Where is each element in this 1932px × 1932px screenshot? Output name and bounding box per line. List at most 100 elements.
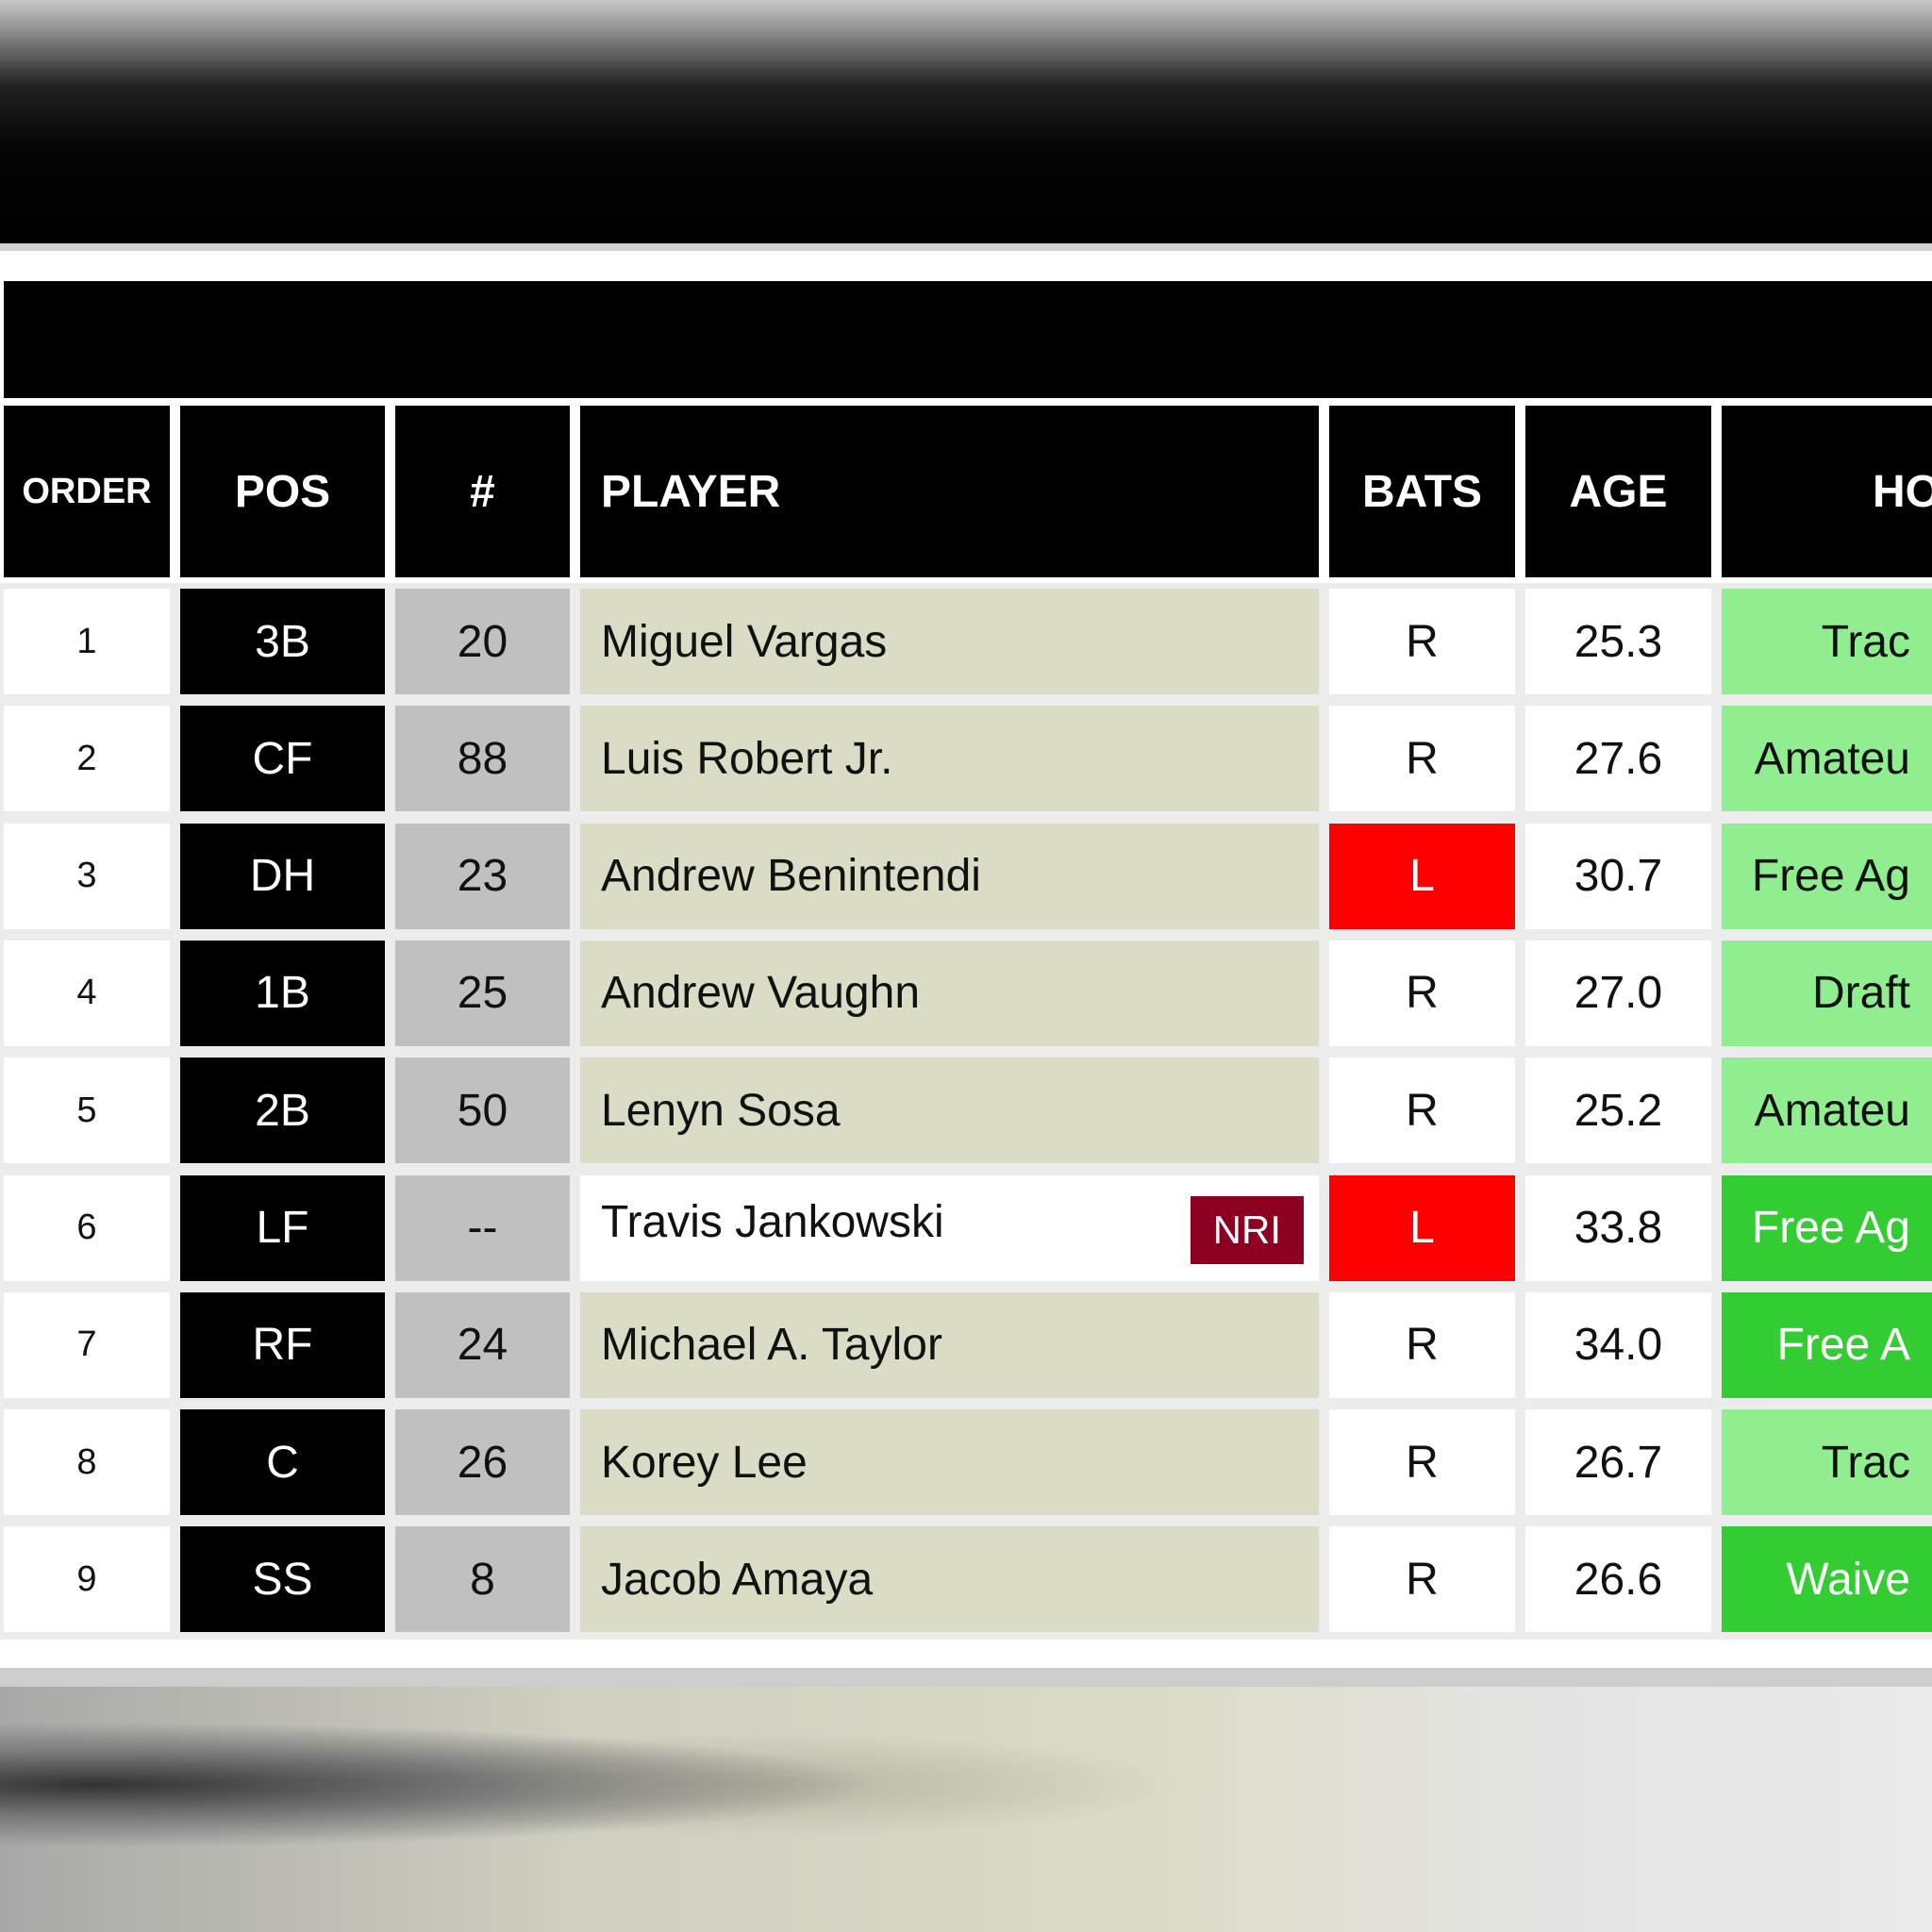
jersey-number-cell: 50 [395, 1058, 570, 1164]
player-name-cell[interactable]: Lenyn Sosa [580, 1058, 1319, 1164]
age-cell: 34.0 [1525, 1291, 1711, 1398]
jersey-number-cell-text: 26 [457, 1437, 508, 1488]
jersey-number-cell-text: 20 [457, 616, 508, 667]
how-acquired-cell: Draft [1722, 940, 1932, 1046]
order-cell-text: 4 [76, 973, 97, 1013]
order-cell: 8 [4, 1409, 170, 1516]
age-cell-text: 30.7 [1574, 851, 1663, 902]
order-cell-text: 5 [76, 1090, 97, 1130]
player-name-cell[interactable]: Andrew Vaughn [580, 940, 1319, 1046]
bats-cell: R [1329, 1526, 1515, 1633]
position-cell-text: C [266, 1437, 299, 1488]
how-acquired-cell: Free Ag [1722, 1174, 1932, 1281]
jersey-number-cell-text: 50 [457, 1085, 508, 1136]
position-cell: 2B [180, 1058, 385, 1164]
player-name-cell[interactable]: Andrew Benintendi [580, 823, 1319, 929]
how-acquired-cell: Free A [1722, 1291, 1932, 1398]
how-acquired-cell: Trac [1722, 1409, 1932, 1516]
table-row: 3 DH 23 Andrew Benintendi L 30.7 Free Ag [0, 823, 1932, 929]
age-cell: 25.3 [1525, 589, 1711, 694]
player-name-cell-text: Travis Jankowski [601, 1196, 944, 1247]
header-player[interactable]: PLAYER [580, 406, 1319, 577]
player-name-cell[interactable]: Luis Robert Jr. [580, 706, 1319, 812]
order-cell: 6 [4, 1174, 170, 1281]
jersey-number-cell: -- [395, 1174, 570, 1281]
position-cell-text: 3B [255, 616, 310, 667]
order-cell: 5 [4, 1058, 170, 1164]
position-cell-text: LF [256, 1203, 309, 1253]
table-row: 9 SS 8 Jacob Amaya R 26.6 Waive [0, 1526, 1932, 1633]
age-cell-text: 33.8 [1574, 1203, 1663, 1253]
table-header-row: ORDER POS # PLAYER BATS AGE HO [0, 406, 1932, 577]
jersey-number-cell-text: -- [467, 1203, 498, 1253]
position-cell-text: DH [249, 851, 316, 902]
header-bats[interactable]: BATS [1329, 406, 1515, 577]
player-name-cell[interactable]: Travis Jankowski NRI [580, 1174, 1319, 1281]
player-name-cell[interactable]: Jacob Amaya [580, 1526, 1319, 1633]
jersey-number-cell: 26 [395, 1409, 570, 1516]
jersey-number-cell-text: 24 [457, 1320, 508, 1371]
how-acquired-cell-text: Free Ag [1751, 1203, 1910, 1253]
bats-cell-text: R [1406, 1085, 1439, 1136]
player-name-cell[interactable]: Korey Lee [580, 1409, 1319, 1516]
how-acquired-cell-text: Trac [1821, 1437, 1910, 1488]
bats-cell: R [1329, 940, 1515, 1046]
bats-cell-text: R [1406, 733, 1439, 784]
player-name-cell-text: Andrew Vaughn [601, 968, 921, 1019]
age-cell-text: 26.6 [1574, 1554, 1663, 1605]
header-order[interactable]: ORDER [4, 406, 170, 577]
blurred-bottom-background [0, 1687, 1932, 1932]
order-cell: 4 [4, 940, 170, 1046]
position-cell: LF [180, 1174, 385, 1281]
how-acquired-cell: Waive [1722, 1526, 1932, 1633]
position-cell-text: CF [252, 733, 313, 784]
header-pos[interactable]: POS [180, 406, 385, 577]
age-cell-text: 27.0 [1574, 968, 1663, 1019]
age-cell: 27.0 [1525, 940, 1711, 1046]
table-row: 6 LF -- Travis Jankowski NRI L 33.8 Free Ag [0, 1174, 1932, 1281]
jersey-number-cell: 8 [395, 1526, 570, 1633]
how-acquired-cell-text: Amateu [1754, 733, 1910, 784]
how-acquired-cell: Free Ag [1722, 823, 1932, 929]
position-cell-text: RF [252, 1320, 313, 1371]
position-cell: C [180, 1409, 385, 1516]
bats-cell-text: R [1406, 968, 1439, 1019]
order-cell-text: 6 [76, 1208, 97, 1247]
bats-cell: L [1329, 823, 1515, 929]
order-cell: 2 [4, 706, 170, 812]
divider [0, 1668, 1932, 1687]
age-cell: 26.7 [1525, 1409, 1711, 1516]
how-acquired-cell-text: Draft [1811, 968, 1910, 1019]
jersey-number-cell: 23 [395, 823, 570, 929]
order-cell-text: 3 [76, 856, 97, 896]
header-number[interactable]: # [395, 406, 570, 577]
age-cell: 30.7 [1525, 823, 1711, 929]
table-row: 7 RF 24 Michael A. Taylor R 34.0 Free A [0, 1291, 1932, 1398]
order-cell: 9 [4, 1526, 170, 1633]
bats-cell: R [1329, 1058, 1515, 1164]
player-name-cell-text: Jacob Amaya [601, 1554, 874, 1605]
player-name-cell[interactable]: Michael A. Taylor [580, 1291, 1319, 1398]
position-cell: RF [180, 1291, 385, 1398]
header-age[interactable]: AGE [1525, 406, 1711, 577]
header-how-acquired[interactable]: HO [1722, 406, 1932, 577]
age-cell-text: 34.0 [1574, 1320, 1663, 1371]
position-cell: SS [180, 1526, 385, 1633]
position-cell: 1B [180, 940, 385, 1046]
order-cell-text: 2 [76, 738, 97, 778]
table-title-bar [4, 281, 1932, 398]
bats-cell: R [1329, 706, 1515, 812]
player-name-cell-text: Luis Robert Jr. [601, 733, 893, 784]
age-cell: 26.6 [1525, 1526, 1711, 1633]
blurred-top-background [0, 0, 1932, 245]
order-cell-text: 8 [76, 1441, 97, 1482]
jersey-number-cell-text: 88 [457, 733, 508, 784]
divider [0, 243, 1932, 251]
bats-cell-text: L [1409, 851, 1435, 902]
bats-cell: L [1329, 1174, 1515, 1281]
how-acquired-cell-text: Free A [1776, 1320, 1910, 1371]
bats-cell-text: R [1406, 1554, 1439, 1605]
nri-badge: NRI [1190, 1195, 1304, 1264]
player-name-cell[interactable]: Miguel Vargas [580, 589, 1319, 694]
bats-cell: R [1329, 1409, 1515, 1516]
